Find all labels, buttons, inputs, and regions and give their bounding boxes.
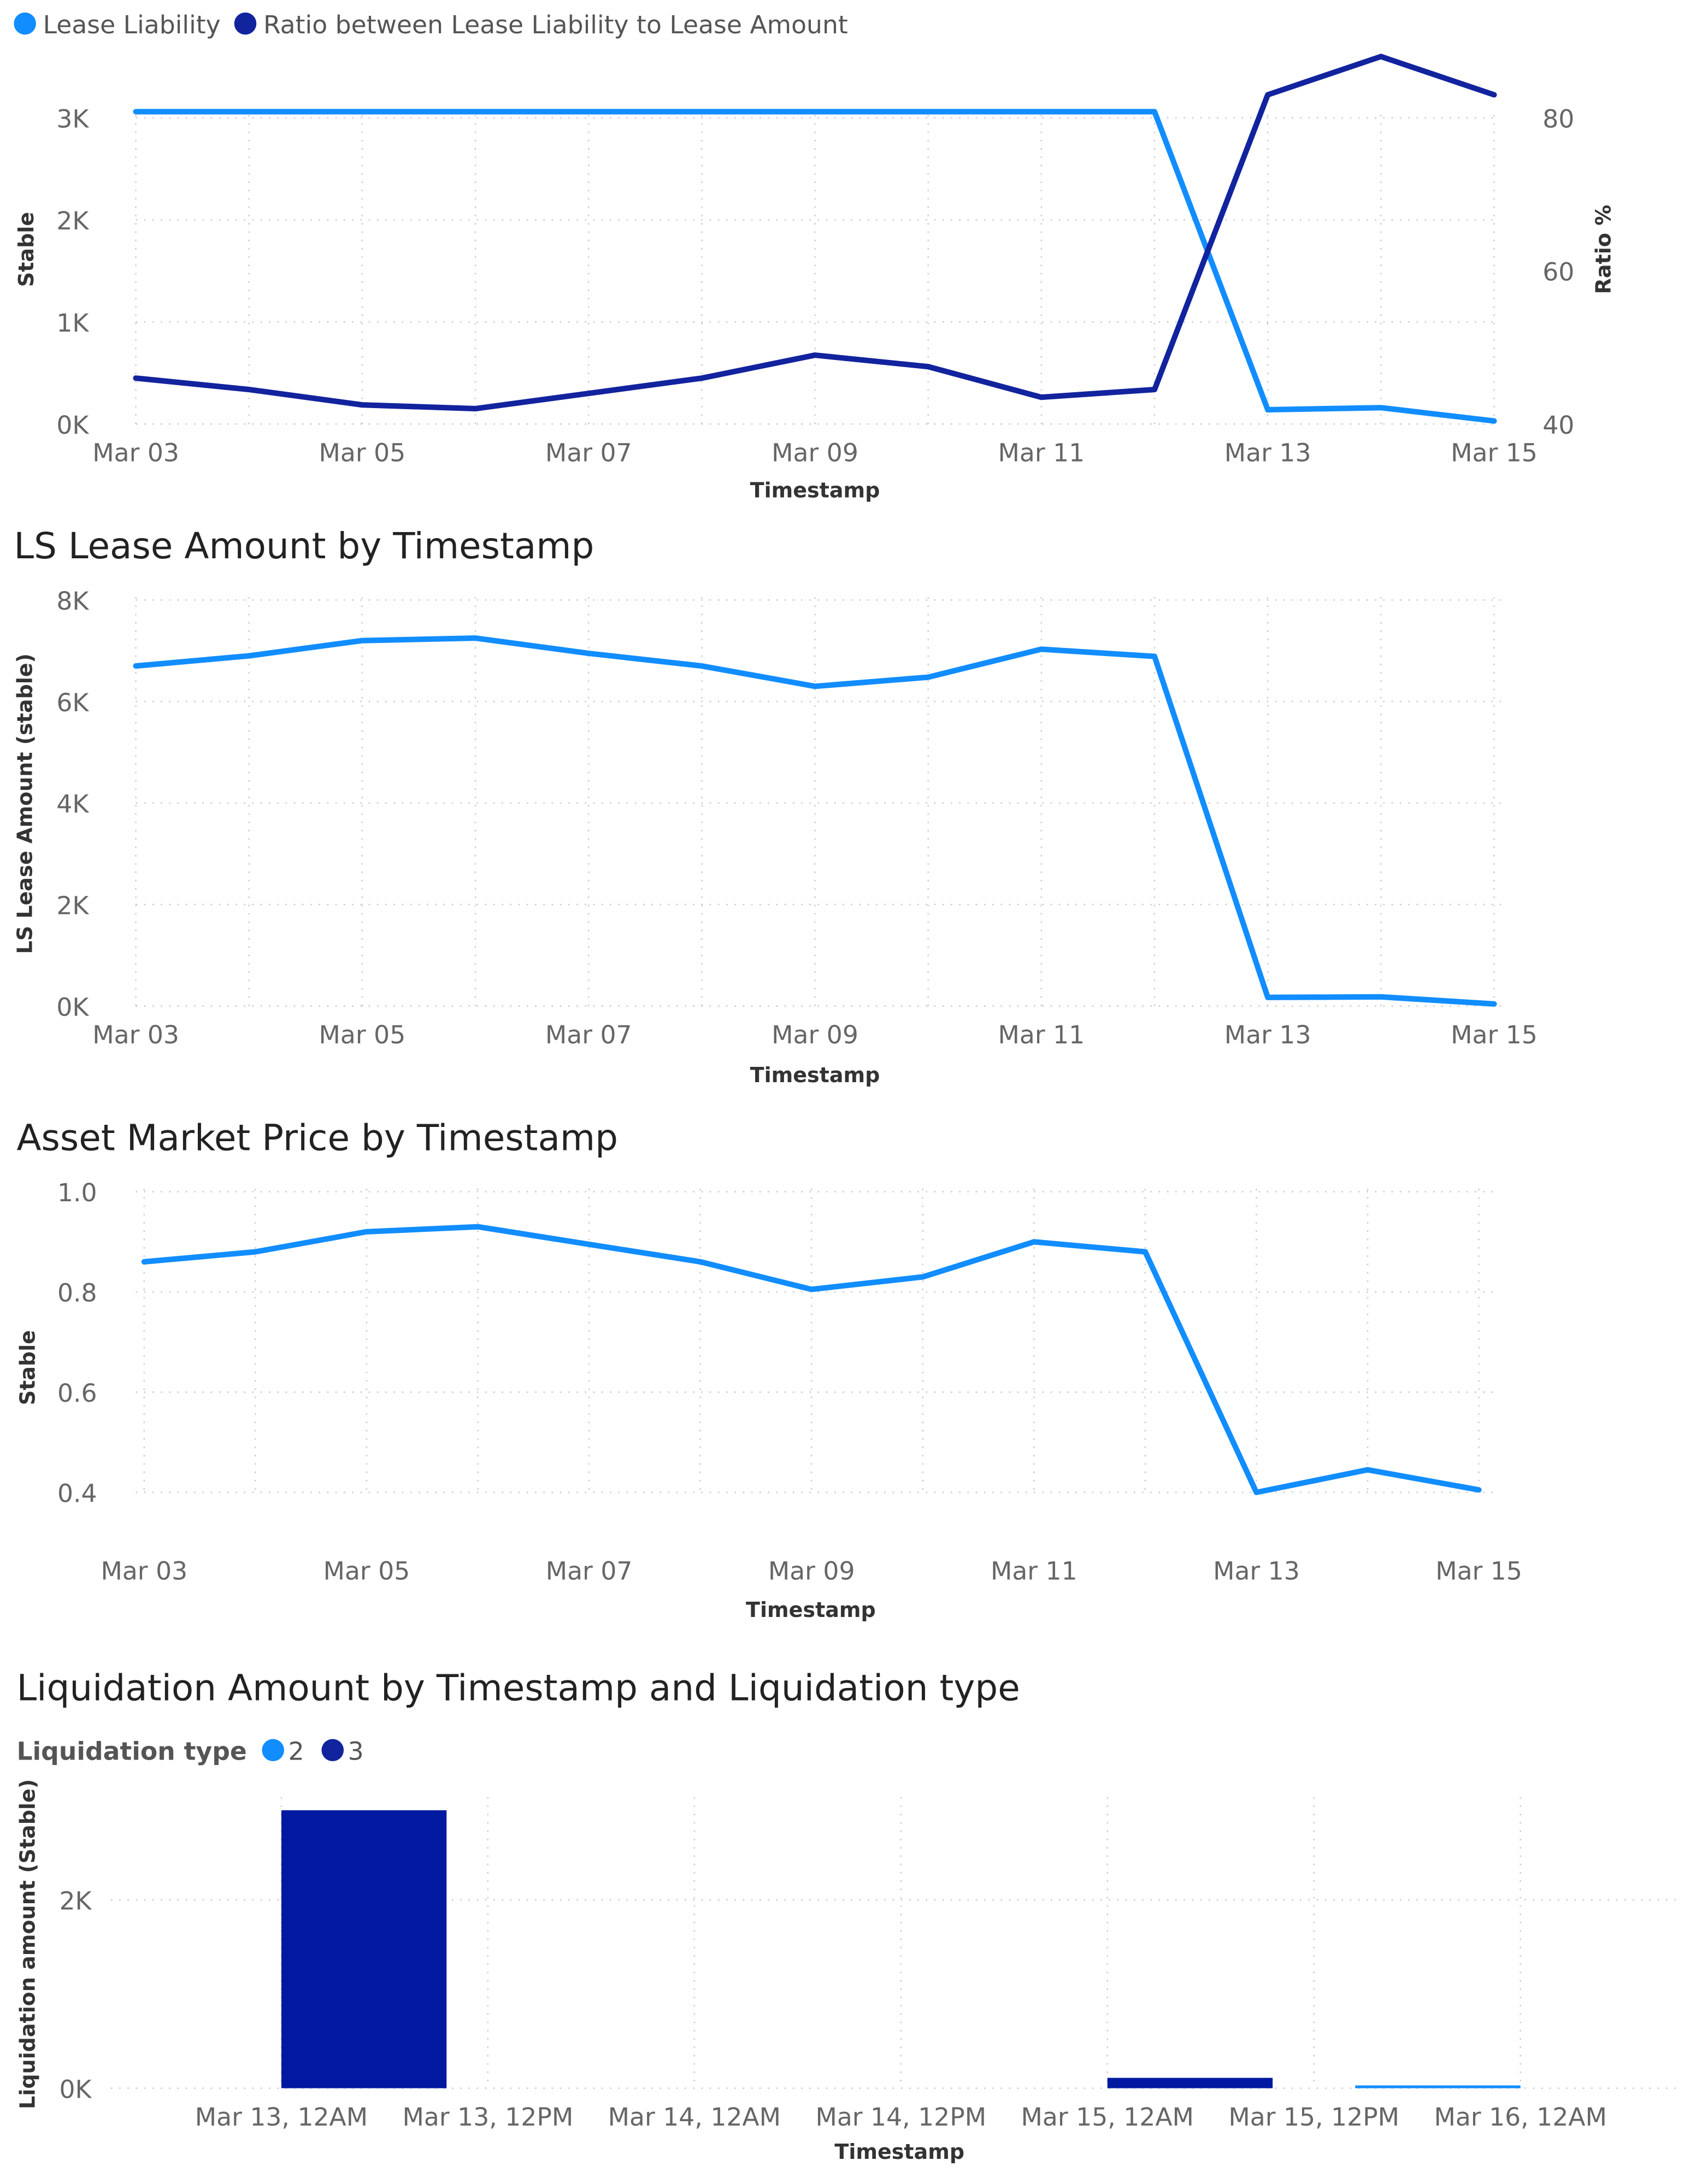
y-axis-title: Stable	[15, 1330, 39, 1405]
y-tick-label: 1K	[56, 309, 89, 338]
legend-type-3: 3	[348, 1737, 364, 1766]
x-tick-label: Mar 03	[101, 1557, 187, 1586]
y-tick-label: 6K	[56, 688, 89, 717]
x-tick-label: Mar 15	[1451, 439, 1538, 468]
chart-asset-market-price: Asset Market Price by Timestamp 1.0 0.8 0.…	[15, 1117, 1522, 1622]
x-tick-label: Mar 05	[319, 439, 406, 468]
y-axis-right-ticks: 80 60 40	[1542, 104, 1574, 440]
x-tick-label: Mar 16, 12AM	[1434, 2103, 1606, 2132]
chart-title: Liquidation Amount by Timestamp and Liqu…	[16, 1667, 1020, 1709]
y-tick-label: 3K	[56, 104, 89, 133]
legend[interactable]: Liquidation type 2 3	[16, 1737, 363, 1766]
y-tick-label: 0.4	[57, 1479, 97, 1508]
x-tick-label: Mar 14, 12PM	[815, 2103, 986, 2132]
y-tick-label: 2K	[59, 1886, 92, 1915]
x-tick-label: Mar 15	[1435, 1557, 1522, 1586]
y-tick-label: 4K	[56, 790, 89, 819]
series[interactable]	[141, 1224, 1482, 1495]
series-line-ratio-between-lease-liability-to-lease-amount	[133, 54, 1497, 412]
series[interactable]	[133, 635, 1497, 1007]
bar-type-3	[1107, 2077, 1273, 2088]
legend-marker-type-3	[321, 1739, 344, 1762]
x-tick-label: Mar 07	[545, 439, 632, 468]
y-tick-label: 0.6	[57, 1379, 97, 1408]
y-tick-label: 0K	[59, 2075, 92, 2104]
y-right-tick-label: 80	[1542, 104, 1574, 133]
y-axis-ticks: 8K 6K 4K 2K 0K	[56, 587, 89, 1022]
y-tick-label: 2K	[56, 892, 89, 920]
legend-type-2: 2	[288, 1737, 304, 1766]
y-right-tick-label: 60	[1542, 258, 1574, 287]
x-tick-label: Mar 09	[772, 439, 858, 468]
x-tick-label: Mar 15	[1451, 1020, 1538, 1049]
x-tick-label: Mar 07	[545, 1020, 632, 1049]
legend-marker-lease-liability	[14, 12, 36, 35]
y-tick-label: 0K	[56, 411, 89, 440]
y-axis-ticks: 2K 0K	[59, 1886, 92, 2104]
y-tick-label: 0K	[56, 993, 89, 1022]
x-axis-ticks: Mar 03 Mar 05 Mar 07 Mar 09 Mar 11 Mar 13 Mar …	[101, 1557, 1522, 1586]
chart-lease-liability: Lease Liability Ratio between Lease Liab…	[14, 10, 1616, 503]
x-tick-label: Mar 03	[92, 439, 179, 468]
gridlines	[135, 597, 1508, 1007]
chart-liquidation-amount: Liquidation Amount by Timestamp and Liqu…	[15, 1667, 1677, 2164]
y-axis-ticks: 1.0 0.8 0.6 0.4	[57, 1178, 97, 1508]
x-tick-label: Mar 13	[1213, 1557, 1300, 1586]
bar-type-2	[1355, 2085, 1521, 2088]
x-tick-label: Mar 05	[319, 1020, 406, 1049]
series[interactable]	[133, 54, 1497, 424]
x-tick-label: Mar 13	[1224, 1020, 1311, 1049]
y-axis-right-title: Ratio %	[1592, 205, 1616, 294]
y-tick-label: 1.0	[57, 1178, 97, 1207]
y-axis-ticks: 3K 2K 1K 0K	[56, 104, 89, 440]
series-line-asset-market-price	[141, 1224, 1482, 1495]
y-axis-title: Liquidation amount (Stable)	[15, 1779, 39, 2109]
chart-title: Asset Market Price by Timestamp	[16, 1117, 618, 1159]
x-tick-label: Mar 14, 12AM	[608, 2103, 781, 2132]
x-tick-label: Mar 09	[768, 1557, 855, 1586]
chart-title: LS Lease Amount by Timestamp	[14, 525, 594, 567]
x-tick-label: Mar 11	[998, 439, 1085, 468]
legend[interactable]: Lease Liability Ratio between Lease Liab…	[14, 10, 848, 39]
chart-ls-lease-amount: LS Lease Amount by Timestamp 8K6K4K2K0K …	[13, 525, 1537, 1087]
x-tick-label: Mar 13	[1224, 439, 1311, 468]
x-tick-label: Mar 15, 12AM	[1021, 2103, 1194, 2132]
legend-title: Liquidation type	[16, 1737, 246, 1766]
y-tick-label: 8K	[56, 587, 89, 616]
legend-marker-type-2	[262, 1739, 285, 1762]
x-tick-label: Mar 05	[323, 1557, 410, 1586]
x-axis-title: Timestamp	[746, 1598, 876, 1622]
x-axis-ticks: Mar 03 Mar 05 Mar 07 Mar 09 Mar 11 Mar 13 Mar …	[92, 439, 1538, 468]
x-tick-label: Mar 07	[546, 1557, 633, 1586]
x-axis-title: Timestamp	[834, 2140, 964, 2164]
y-axis-title: Stable	[14, 212, 38, 287]
legend-marker-ratio	[234, 12, 257, 35]
bars[interactable]	[281, 1810, 1521, 2088]
y-right-tick-label: 40	[1542, 411, 1574, 440]
y-axis-title: LS Lease Amount (stable)	[13, 653, 37, 954]
bar-type-3	[281, 1810, 447, 2088]
x-tick-label: Mar 11	[998, 1020, 1085, 1049]
x-tick-label: Mar 11	[991, 1557, 1077, 1586]
x-tick-label: Mar 13, 12AM	[195, 2103, 368, 2132]
x-tick-label: Mar 15, 12PM	[1228, 2103, 1399, 2132]
gridlines	[135, 115, 1497, 425]
y-tick-label: 2K	[56, 206, 89, 235]
x-axis-ticks: Mar 13, 12AM Mar 13, 12PM Mar 14, 12AM Mar …	[195, 2103, 1607, 2132]
x-tick-label: Mar 13, 12PM	[403, 2103, 574, 2132]
series-line-ls-lease-amount	[133, 635, 1497, 1007]
x-axis-ticks: Mar 03 Mar 05 Mar 07 Mar 09 Mar 11 Mar 13 Mar …	[92, 1020, 1538, 1049]
x-tick-label: Mar 03	[92, 1020, 179, 1049]
legend-lease-liability: Lease Liability	[43, 10, 221, 39]
legend-ratio: Ratio between Lease Liability to Lease A…	[263, 10, 848, 39]
series-line-lease-liability	[133, 109, 1497, 424]
x-axis-title: Timestamp	[750, 1063, 880, 1087]
x-tick-label: Mar 09	[772, 1020, 858, 1049]
x-axis-title: Timestamp	[750, 479, 880, 503]
y-tick-label: 0.8	[57, 1279, 97, 1308]
